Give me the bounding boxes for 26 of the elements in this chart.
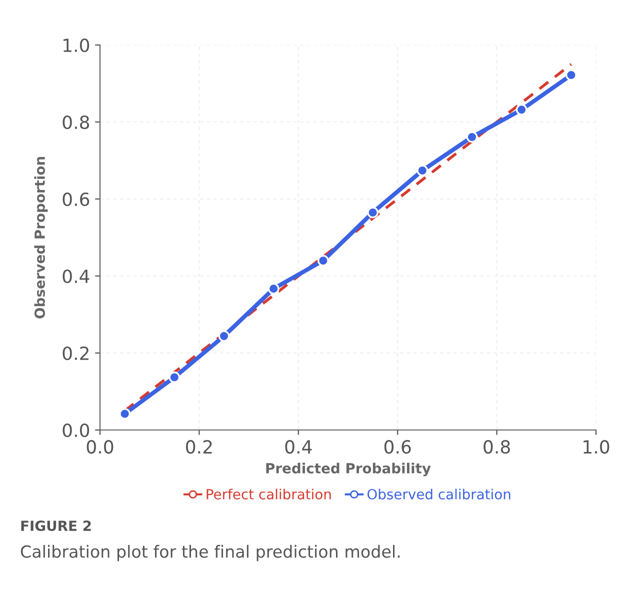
y-tick-label: 0.8 [62,115,90,130]
point [218,330,230,342]
x-tick-label: 0.6 [384,440,411,454]
y-tick-label: 0.0 [62,423,90,438]
y-axis-title: Observed Proportion [34,156,48,318]
legend-label: Perfect calibration [206,488,331,500]
x-tick-label: 1.0 [584,440,610,454]
text: Calibration plot for the final prediction model. [20,544,400,562]
caption: FIGURE 2 [21,520,91,532]
point [416,164,428,176]
y-tick-label: 1.0 [64,38,90,52]
point [318,254,329,266]
x-axis-title: Predicted Probability [266,462,431,476]
point [168,372,180,383]
x-tick-label: 0.0 [86,440,114,454]
x-tick-label: 0.4 [285,440,312,454]
y-tick-label: 0.2 [62,346,88,360]
y-tick-label: 0.6 [62,192,90,206]
y-tick-label: 0.4 [62,269,90,284]
x-tick-label: 0.2 [186,440,212,454]
x-tick-label: 0.8 [484,440,510,454]
point [367,206,378,218]
legend-label: Observed calibration [367,488,510,500]
point [516,104,528,116]
point [268,283,280,294]
point [466,131,478,143]
